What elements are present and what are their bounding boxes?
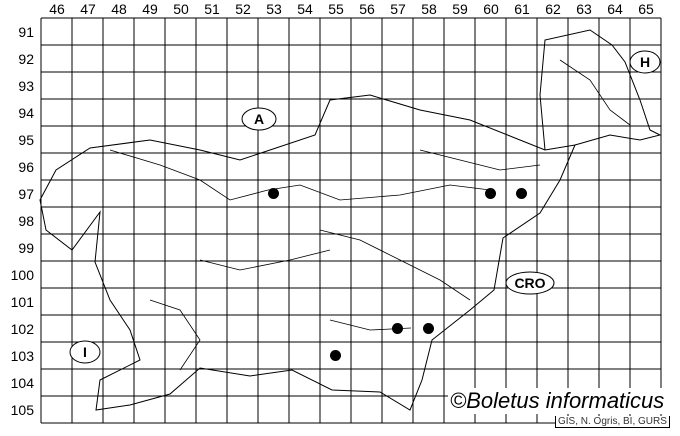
row-labels: 91 92 93 94 95 96 97 98 99 100 101 102 103 104 105 — [11, 24, 35, 418]
column-label: 55 — [328, 1, 344, 17]
column-label: 60 — [483, 1, 499, 17]
column-label: 46 — [49, 1, 65, 17]
column-label: 47 — [80, 1, 96, 17]
column-label: 52 — [235, 1, 251, 17]
row-label: 95 — [18, 132, 34, 148]
grid — [40, 17, 662, 424]
column-label: 51 — [204, 1, 220, 17]
country-label-oval — [69, 340, 101, 364]
rivers — [109, 59, 631, 371]
record-marker — [330, 350, 341, 361]
country-label-hungary: H — [640, 54, 650, 70]
row-label: 94 — [18, 105, 34, 121]
column-label: 64 — [607, 1, 623, 17]
column-label: 50 — [173, 1, 189, 17]
copyright-text: ©Boletus informaticus — [448, 388, 667, 414]
column-label: 48 — [111, 1, 127, 17]
source-text: GIS, N. Ogris, BI, GURS — [555, 416, 670, 428]
record-marker — [423, 323, 434, 334]
column-label: 59 — [452, 1, 468, 17]
row-label: 105 — [11, 402, 35, 418]
country-border — [39, 94, 576, 411]
row-label: 102 — [11, 321, 35, 337]
country-labels: A H CRO I — [69, 50, 661, 364]
row-label: 98 — [18, 213, 34, 229]
column-label: 58 — [421, 1, 437, 17]
column-labels: 46 47 48 49 50 51 52 53 54 55 56 57 58 59 60 61 62 63 64 65 — [49, 1, 654, 17]
record-marker — [516, 188, 527, 199]
country-label-oval — [629, 50, 661, 74]
row-label: 100 — [11, 267, 35, 283]
column-label: 53 — [266, 1, 282, 17]
record-marker — [392, 323, 403, 334]
country-label-italy: I — [83, 344, 87, 360]
prekmurje-border — [539, 29, 662, 151]
row-label: 92 — [18, 51, 34, 67]
record-marker — [485, 188, 496, 199]
country-label-oval — [505, 271, 555, 295]
column-label: 65 — [638, 1, 654, 17]
record-markers — [268, 188, 527, 361]
column-label: 57 — [390, 1, 406, 17]
column-label: 63 — [576, 1, 592, 17]
column-label: 54 — [297, 1, 313, 17]
column-label: 56 — [359, 1, 375, 17]
row-label: 104 — [11, 375, 35, 391]
country-label-croatia: CRO — [514, 275, 545, 291]
row-label: 103 — [11, 348, 35, 364]
row-label: 91 — [18, 24, 34, 40]
column-label: 49 — [142, 1, 158, 17]
row-label: 93 — [18, 78, 34, 94]
country-label-oval — [241, 107, 277, 131]
row-label: 99 — [18, 240, 34, 256]
country-label-austria: A — [254, 111, 264, 127]
row-label: 96 — [18, 159, 34, 175]
row-label: 101 — [11, 294, 35, 310]
column-label: 62 — [545, 1, 561, 17]
row-label: 97 — [18, 186, 34, 202]
column-label: 61 — [514, 1, 530, 17]
record-marker — [268, 188, 279, 199]
